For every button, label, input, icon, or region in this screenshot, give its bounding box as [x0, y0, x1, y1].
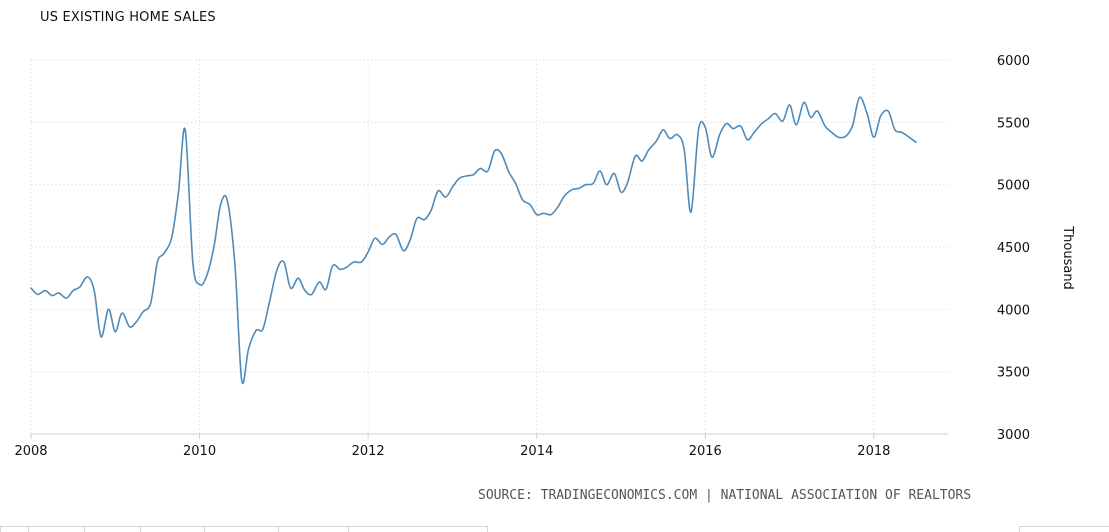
y-tick-label: 3000	[997, 428, 1030, 443]
chart-title: US EXISTING HOME SALES	[40, 10, 216, 25]
bottom-tab-stub	[348, 526, 488, 532]
bottom-tab-stub	[140, 526, 205, 532]
x-tick-label: 2016	[689, 444, 722, 459]
bottom-tab-stub	[84, 526, 141, 532]
series-line	[30, 96, 917, 385]
y-tick-label: 5000	[997, 179, 1030, 194]
grid-lines	[30, 59, 948, 435]
y-axis-ticks: 3000 3500 4000 4500 5000 5500 6000	[997, 54, 1030, 443]
x-tick-label: 2014	[520, 444, 553, 459]
y-tick-label: 4000	[997, 303, 1030, 318]
y-tick-label: 4500	[997, 241, 1030, 256]
y-tick-label: 5500	[997, 116, 1030, 131]
y-tick-label: 3500	[997, 366, 1030, 381]
y-tick-label: 6000	[997, 54, 1030, 69]
y-axis-label: Thousand	[1060, 225, 1075, 290]
x-tick-label: 2012	[352, 444, 385, 459]
x-axis-ticks: 2008 2010 2012 2014 2016 2018	[14, 434, 890, 459]
source-note: SOURCE: TRADINGECONOMICS.COM | NATIONAL …	[478, 488, 972, 503]
bottom-tab-stub	[0, 526, 29, 532]
bottom-tab-stub	[28, 526, 85, 532]
x-tick-label: 2018	[857, 444, 890, 459]
bottom-tab-stub	[278, 526, 349, 532]
bottom-tab-stub	[1019, 526, 1109, 532]
bottom-tab-stub	[204, 526, 279, 532]
x-tick-label: 2010	[183, 444, 216, 459]
x-tick-label: 2008	[14, 444, 47, 459]
